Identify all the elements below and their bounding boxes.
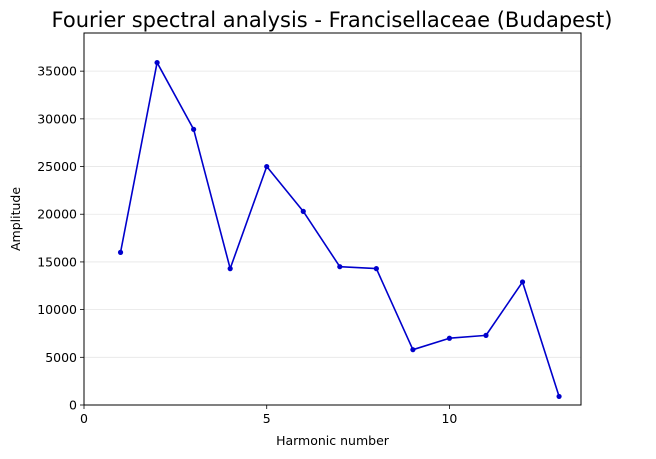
y-tick-label: 35000: [37, 64, 77, 79]
y-tick-label: 10000: [37, 302, 77, 317]
y-tick-label: 30000: [37, 111, 77, 126]
x-axis-ticks: 0 5 10: [80, 405, 457, 426]
x-tick-label: 5: [263, 411, 271, 426]
data-point: [373, 266, 379, 272]
data-point: [337, 264, 343, 270]
y-axis-label: Amplitude: [8, 187, 23, 251]
y-tick-label: 0: [69, 398, 77, 413]
y-tick-label: 5000: [45, 350, 77, 365]
data-point: [556, 393, 562, 400]
x-tick-label: 10: [441, 411, 457, 426]
grid-lines: [84, 70, 581, 358]
y-tick-label: 25000: [37, 159, 77, 174]
data-point: [519, 279, 526, 285]
plot-frame: [83, 32, 582, 406]
data-point: [191, 126, 197, 132]
y-tick-label: 20000: [37, 207, 77, 222]
x-tick-label: 0: [80, 411, 88, 426]
data-series: [117, 59, 562, 400]
data-point: [300, 208, 306, 214]
chart-title: Fourier spectral analysis - Francisellac…: [52, 8, 613, 32]
data-point: [410, 347, 416, 353]
data-point: [117, 249, 124, 255]
data-point: [227, 266, 233, 272]
y-axis-ticks: 0 5000 10000 15000 20000 25000 30000 35000: [37, 64, 84, 413]
data-point: [446, 335, 453, 341]
data-point: [154, 59, 160, 66]
data-point: [264, 163, 270, 170]
y-tick-label: 15000: [37, 254, 77, 269]
x-axis-label: Harmonic number: [276, 433, 390, 448]
data-point: [483, 332, 489, 338]
